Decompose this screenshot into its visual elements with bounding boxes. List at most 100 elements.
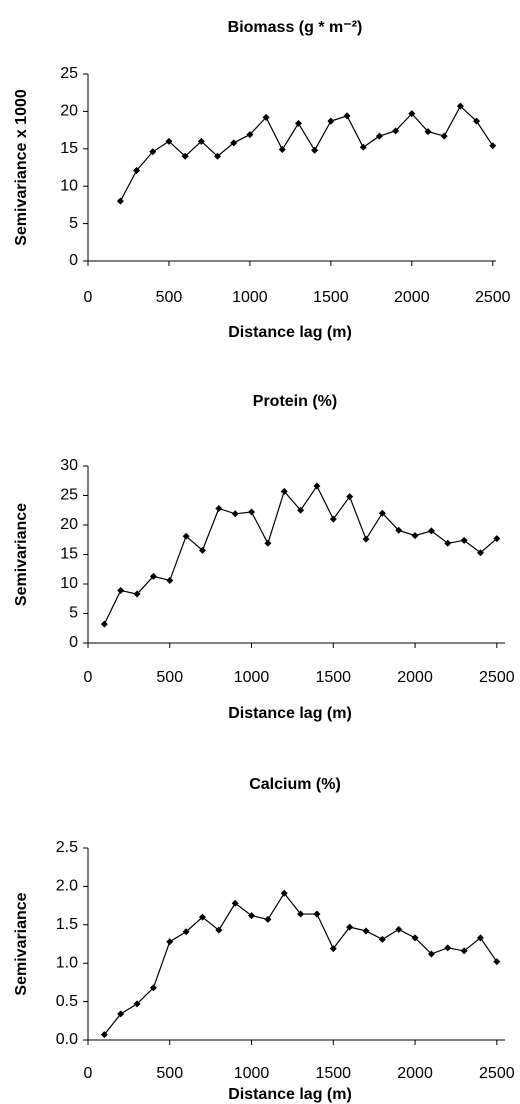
y-axis-label: Semivariance	[13, 892, 30, 995]
data-point	[133, 1000, 141, 1008]
data-point	[489, 142, 497, 150]
x-tick-label: 1500	[313, 289, 349, 306]
data-point	[278, 146, 286, 154]
data-point	[456, 102, 464, 110]
x-tick-label: 1000	[234, 1065, 270, 1082]
data-point	[444, 539, 452, 547]
data-point	[476, 934, 484, 942]
data-point	[116, 197, 124, 205]
y-tick-label: 2.0	[56, 878, 78, 895]
data-point	[427, 950, 435, 958]
data-point	[359, 143, 367, 151]
y-tick-label: 25	[60, 487, 78, 504]
data-point	[395, 925, 403, 933]
data-point	[311, 146, 319, 154]
data-point	[182, 532, 190, 540]
data-point	[280, 487, 288, 495]
data-point	[100, 620, 108, 628]
y-tick-label: 20	[60, 516, 78, 533]
data-point	[411, 532, 419, 540]
x-tick-label: 2000	[397, 669, 433, 686]
data-point	[166, 938, 174, 946]
data-point	[473, 117, 481, 125]
data-point	[313, 482, 321, 490]
chart-title: Protein (%)	[253, 393, 337, 410]
data-point	[165, 137, 173, 145]
x-axis-label: Distance lag (m)	[228, 705, 352, 722]
x-tick-label: 500	[156, 289, 183, 306]
y-tick-label: 15	[60, 140, 78, 157]
data-point	[493, 535, 501, 543]
data-point	[378, 509, 386, 517]
data-point	[411, 934, 419, 942]
data-point	[149, 572, 157, 580]
data-point	[231, 899, 239, 907]
x-tick-label: 1500	[315, 669, 351, 686]
y-tick-label: 30	[60, 457, 78, 474]
data-point	[264, 915, 272, 923]
data-point	[100, 1031, 108, 1039]
data-point	[149, 984, 157, 992]
data-point	[214, 152, 222, 160]
data-point	[248, 508, 256, 516]
data-point	[476, 549, 484, 557]
y-tick-label: 15	[60, 546, 78, 563]
x-tick-label: 0	[84, 289, 93, 306]
data-point	[460, 947, 468, 955]
data-point	[181, 152, 189, 160]
data-point	[460, 536, 468, 544]
data-point	[294, 119, 302, 127]
data-point	[378, 935, 386, 943]
data-point	[343, 112, 351, 120]
data-point	[297, 910, 305, 918]
data-point	[246, 131, 254, 139]
x-tick-label: 0	[84, 1065, 93, 1082]
data-point	[346, 493, 354, 501]
x-tick-label: 2500	[475, 289, 511, 306]
data-point	[133, 166, 141, 174]
data-point	[230, 139, 238, 147]
data-point	[440, 132, 448, 140]
chart-title: Calcium (%)	[249, 776, 341, 793]
data-point	[197, 137, 205, 145]
x-tick-label: 2500	[479, 1065, 515, 1082]
y-tick-label: 0	[69, 634, 78, 651]
data-point	[166, 576, 174, 584]
data-point	[264, 539, 272, 547]
data-point	[280, 889, 288, 897]
y-axis-label: Semivariance x 1000	[13, 89, 30, 246]
data-point	[262, 113, 270, 121]
data-point	[313, 910, 321, 918]
x-tick-label: 0	[84, 669, 93, 686]
data-point	[427, 527, 435, 535]
data-line	[119, 105, 494, 202]
data-point	[182, 928, 190, 936]
data-point	[117, 1010, 125, 1018]
data-point	[248, 912, 256, 920]
y-tick-label: 10	[60, 177, 78, 194]
y-tick-label: 20	[60, 103, 78, 120]
data-point	[329, 945, 337, 953]
data-point	[375, 132, 383, 140]
x-axis-label: Distance lag (m)	[228, 324, 352, 341]
data-point	[297, 506, 305, 514]
data-point	[327, 117, 335, 125]
data-point	[198, 546, 206, 554]
data-point	[198, 913, 206, 921]
y-tick-label: 5	[69, 215, 78, 232]
x-tick-label: 1500	[315, 1065, 351, 1082]
data-point	[408, 110, 416, 118]
x-tick-label: 2500	[479, 669, 515, 686]
y-tick-label: 0.5	[56, 993, 78, 1010]
y-tick-label: 10	[60, 575, 78, 592]
data-point	[392, 127, 400, 135]
data-point	[346, 923, 354, 931]
y-tick-label: 1.5	[56, 916, 78, 933]
data-point	[215, 504, 223, 512]
data-point	[215, 926, 223, 934]
x-tick-label: 500	[156, 669, 183, 686]
data-point	[231, 510, 239, 518]
x-axis-label: Distance lag (m)	[228, 1086, 352, 1103]
y-tick-label: 0.0	[56, 1031, 78, 1048]
